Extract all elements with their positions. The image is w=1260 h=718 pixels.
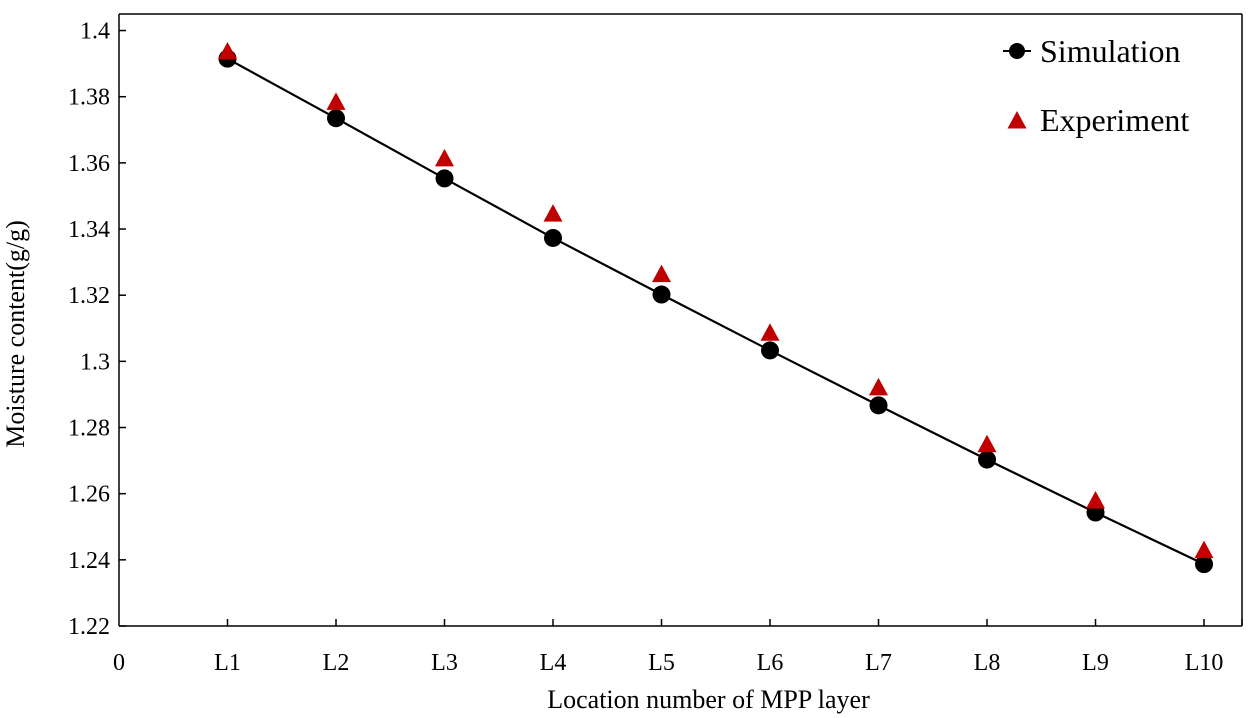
y-tick-label: 1.22 — [68, 614, 110, 640]
series-line-simulation — [226, 57, 1205, 566]
x-tick-label: L5 — [648, 650, 675, 676]
y-tick-label: 1.28 — [68, 416, 110, 442]
x-tick-label: L8 — [974, 650, 1001, 676]
x-tick-label: L2 — [323, 650, 350, 676]
y-tick-label: 1.24 — [68, 548, 110, 574]
axes — [118, 13, 1243, 627]
data-point-simulation — [327, 109, 346, 128]
data-point-experiment — [543, 204, 563, 222]
series-layer — [218, 42, 1214, 574]
y-tick-label: 1.36 — [68, 151, 110, 177]
x-tick-label: 0 — [113, 650, 125, 676]
legend: Simulation Experiment — [1003, 33, 1189, 138]
data-point-experiment — [435, 148, 455, 167]
data-point-simulation — [978, 450, 997, 469]
x-tick-label: L3 — [431, 650, 458, 676]
data-point-experiment — [869, 377, 889, 396]
x-ticks: 0 L1 L2 L3 L4 L5 L6 L7 L8 L9 L10 — [113, 619, 1243, 676]
x-tick-label: L9 — [1082, 650, 1109, 676]
data-point-simulation — [544, 228, 563, 247]
y-tick-label: 1.3 — [80, 349, 110, 375]
x-tick-label: L4 — [540, 650, 567, 676]
data-point-simulation — [1195, 555, 1214, 574]
data-point-simulation — [652, 285, 671, 304]
y-tick-label: 1.34 — [68, 217, 110, 243]
y-tick-label: 1.32 — [68, 283, 110, 309]
data-point-simulation — [761, 341, 780, 360]
y-tick-label: 1.4 — [80, 19, 110, 45]
legend-experiment-label: Experiment — [1040, 102, 1189, 138]
y-axis-title: Moisture content(g/g) — [1, 220, 30, 447]
x-tick-label: L10 — [1185, 650, 1224, 676]
x-tick-label: L6 — [757, 650, 784, 676]
legend-simulation-label: Simulation — [1040, 33, 1180, 69]
y-ticks: 1.22 1.24 1.26 1.28 1.3 1.32 1.34 1.36 1.38 1.4 — [68, 19, 126, 640]
data-point-experiment — [760, 323, 780, 341]
x-axis-title: Location number of MPP layer — [547, 685, 870, 714]
legend-experiment-marker — [1007, 111, 1027, 129]
data-point-experiment — [218, 42, 238, 60]
data-point-experiment — [1194, 540, 1214, 559]
x-tick-label: L7 — [865, 650, 892, 676]
data-point-experiment — [1086, 490, 1106, 509]
y-tick-label: 1.38 — [68, 85, 110, 111]
x-tick-label: L1 — [214, 650, 241, 676]
data-point-experiment — [977, 434, 997, 453]
data-point-simulation — [869, 396, 888, 415]
y-tick-label: 1.26 — [68, 482, 110, 508]
data-point-simulation — [435, 169, 454, 188]
data-point-experiment — [326, 92, 346, 110]
data-point-experiment — [652, 264, 672, 283]
